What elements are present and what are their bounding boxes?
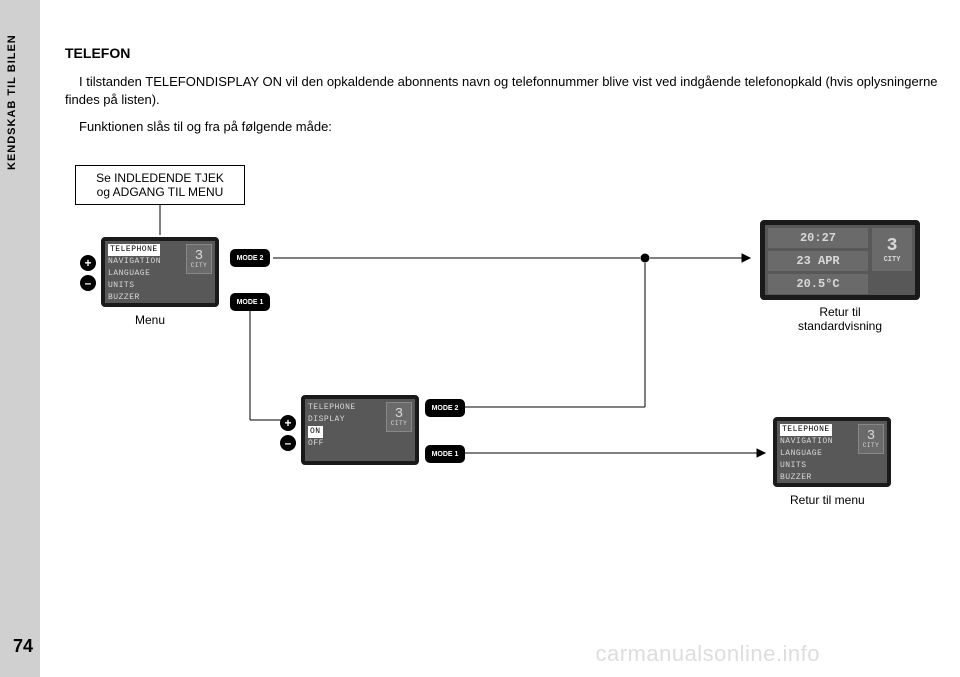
flow-diagram: Se INDLEDENDE TJEK og ADGANG TIL MENU + …	[65, 165, 935, 565]
clock-date: 23 APR	[768, 251, 868, 271]
lcd-menu2-thumb: 3 CITY	[858, 424, 884, 454]
intro-line2: og ADGANG TIL MENU	[97, 185, 224, 199]
plus-button-b[interactable]: +	[280, 415, 296, 431]
menu-label: Menu	[135, 313, 165, 327]
mode2-button-b[interactable]: MODE 2	[425, 399, 465, 417]
minus-button[interactable]: –	[80, 275, 96, 291]
lcd-menu-line4: BUZZER	[108, 292, 212, 304]
sidebar-title: KENDSKAB TIL BILEN	[6, 34, 18, 170]
mode1-button-b[interactable]: MODE 1	[425, 445, 465, 463]
lcd-tel-line4: OFF	[308, 438, 412, 450]
minus-button-b[interactable]: –	[280, 435, 296, 451]
return-menu-label: Retur til menu	[790, 493, 865, 507]
content: TELEFON I tilstanden TELEFONDISPLAY ON v…	[65, 45, 940, 146]
sidebar: KENDSKAB TIL BILEN	[0, 0, 40, 677]
lcd-menu-line3: UNITS	[108, 280, 212, 292]
page-heading: TELEFON	[65, 45, 940, 61]
lcd-telephone: TELEPHONE DISPLAY ON OFF 3 CITY	[301, 395, 419, 465]
intro-box: Se INDLEDENDE TJEK og ADGANG TIL MENU	[75, 165, 245, 205]
watermark: carmanualsonline.info	[595, 641, 820, 667]
lcd-tel-thumb: 3 CITY	[386, 402, 412, 432]
lcd-menu2-line0: TELEPHONE	[780, 424, 832, 436]
plus-button[interactable]: +	[80, 255, 96, 271]
lcd-menu: TELEPHONE NAVIGATION LANGUAGE UNITS BUZZ…	[101, 237, 219, 307]
page-number: 74	[13, 636, 33, 657]
mode2-button-a[interactable]: MODE 2	[230, 249, 270, 267]
paragraph-1: I tilstanden TELEFONDISPLAY ON vil den o…	[65, 73, 940, 108]
lcd-menu2-line4: BUZZER	[780, 472, 884, 484]
return-std-label: Retur til standardvisning	[790, 305, 890, 333]
lcd-tel-line3: ON	[308, 426, 323, 438]
clock-time: 20:27	[768, 228, 868, 248]
lcd-clock: 20:27 23 APR 20.5°C 3 CITY	[760, 220, 920, 300]
mode1-button-a[interactable]: MODE 1	[230, 293, 270, 311]
clock-thumb: 3 CITY	[872, 228, 912, 271]
paragraph-2: Funktionen slås til og fra på følgende m…	[65, 118, 940, 136]
intro-line1: Se INDLEDENDE TJEK	[96, 171, 224, 185]
lcd-menu-thumb: 3 CITY	[186, 244, 212, 274]
lcd-menu2: TELEPHONE NAVIGATION LANGUAGE UNITS BUZZ…	[773, 417, 891, 487]
clock-temp: 20.5°C	[768, 274, 868, 294]
lcd-menu2-line3: UNITS	[780, 460, 884, 472]
lcd-menu-line0: TELEPHONE	[108, 244, 160, 256]
